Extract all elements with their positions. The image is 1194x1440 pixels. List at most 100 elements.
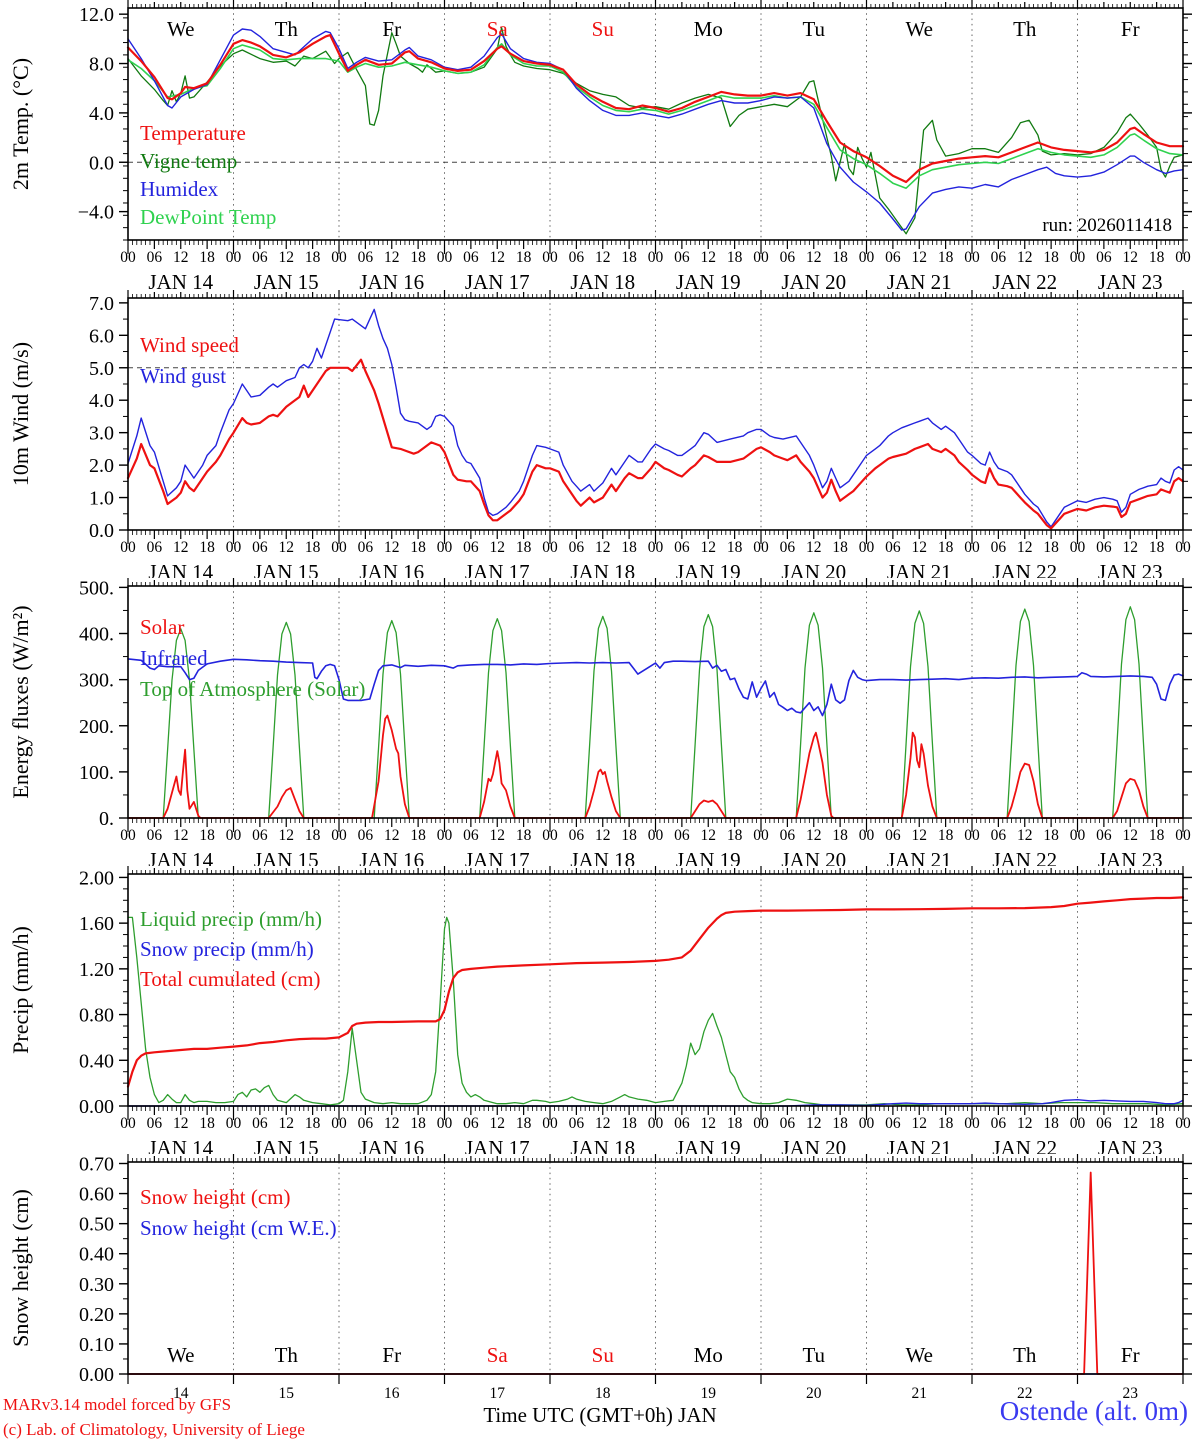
- svg-text:18: 18: [410, 1115, 426, 1132]
- series-wind-speed: [126, 358, 1185, 530]
- svg-text:4.0: 4.0: [89, 103, 114, 125]
- svg-text:12: 12: [701, 249, 717, 266]
- svg-text:00: 00: [964, 249, 980, 266]
- svg-text:19: 19: [701, 1385, 717, 1402]
- svg-text:Mo: Mo: [694, 17, 723, 41]
- svg-text:22: 22: [1017, 1385, 1033, 1402]
- svg-text:06: 06: [147, 1115, 163, 1132]
- svg-text:JAN 14: JAN 14: [148, 560, 213, 578]
- svg-text:00: 00: [331, 827, 347, 844]
- svg-text:14: 14: [173, 1385, 189, 1402]
- svg-text:4.0: 4.0: [89, 390, 114, 412]
- svg-text:00: 00: [1070, 249, 1086, 266]
- lab-credit-line: (c) Lab. of Climatology, University of L…: [3, 1420, 305, 1439]
- svg-text:12: 12: [701, 539, 717, 556]
- series-solar: [127, 714, 1184, 819]
- svg-text:06: 06: [885, 249, 901, 266]
- svg-text:16: 16: [384, 1385, 400, 1402]
- svg-text:00: 00: [1175, 827, 1191, 844]
- svg-text:Tu: Tu: [802, 17, 825, 41]
- svg-text:06: 06: [463, 539, 479, 556]
- svg-text:We: We: [167, 1343, 194, 1367]
- svg-text:JAN 16: JAN 16: [359, 848, 424, 866]
- svg-text:00: 00: [753, 1115, 769, 1132]
- svg-text:00: 00: [964, 539, 980, 556]
- svg-text:JAN 17: JAN 17: [465, 270, 530, 290]
- svg-text:0.80: 0.80: [79, 1005, 114, 1027]
- svg-text:18: 18: [1043, 827, 1059, 844]
- svg-text:18: 18: [727, 249, 743, 266]
- svg-text:JAN 19: JAN 19: [676, 848, 741, 866]
- svg-text:18: 18: [410, 249, 426, 266]
- svg-text:Sa: Sa: [487, 17, 509, 41]
- legend-temperature-0: Temperature: [140, 121, 246, 145]
- svg-text:06: 06: [674, 827, 690, 844]
- series-infrared: [127, 658, 1184, 717]
- svg-text:12: 12: [912, 539, 928, 556]
- svg-text:1.20: 1.20: [79, 959, 114, 981]
- time-axis-label: Time UTC (GMT+0h) JAN: [483, 1403, 717, 1427]
- svg-text:06: 06: [252, 249, 268, 266]
- svg-text:00: 00: [1070, 827, 1086, 844]
- series-snow-precip: [127, 1099, 1184, 1107]
- axis-title-wind: 10m Wind (m/s): [8, 342, 33, 486]
- legend-wind-0: Wind speed: [140, 333, 239, 357]
- svg-text:Th: Th: [1013, 17, 1037, 41]
- svg-text:JAN 16: JAN 16: [359, 560, 424, 578]
- svg-text:12: 12: [1017, 1115, 1033, 1132]
- svg-text:12: 12: [1017, 249, 1033, 266]
- svg-text:18: 18: [305, 539, 321, 556]
- svg-text:18: 18: [621, 827, 637, 844]
- svg-text:JAN 21: JAN 21: [887, 560, 952, 578]
- svg-text:0.0: 0.0: [89, 152, 114, 174]
- svg-text:300.: 300.: [79, 670, 114, 692]
- svg-text:06: 06: [780, 539, 796, 556]
- axis-title-temperature: 2m Temp. (°C): [8, 58, 33, 190]
- legend-wind-1: Wind gust: [140, 364, 226, 388]
- svg-text:JAN 20: JAN 20: [781, 560, 846, 578]
- svg-text:00: 00: [859, 249, 875, 266]
- svg-text:Fr: Fr: [1121, 1343, 1140, 1367]
- legend-temperature-3: DewPoint Temp: [140, 205, 276, 229]
- legend-temperature-1: Vigne temp: [140, 149, 237, 173]
- svg-text:Fr: Fr: [1121, 17, 1140, 41]
- svg-text:JAN 19: JAN 19: [676, 270, 741, 290]
- legend-energy-0: Solar: [140, 615, 184, 639]
- svg-text:0.30: 0.30: [79, 1274, 114, 1296]
- svg-text:18: 18: [1149, 827, 1165, 844]
- svg-text:Su: Su: [592, 17, 615, 41]
- svg-text:12: 12: [173, 539, 189, 556]
- svg-text:18: 18: [305, 827, 321, 844]
- svg-text:18: 18: [727, 539, 743, 556]
- svg-text:06: 06: [674, 539, 690, 556]
- svg-text:12: 12: [490, 539, 506, 556]
- svg-text:0.40: 0.40: [79, 1050, 114, 1072]
- svg-text:18: 18: [727, 1115, 743, 1132]
- legend-precip-0: Liquid precip (mm/h): [140, 907, 322, 931]
- svg-text:0.00: 0.00: [79, 1096, 114, 1118]
- svg-text:JAN 18: JAN 18: [570, 848, 635, 866]
- svg-text:00: 00: [120, 1115, 136, 1132]
- svg-text:18: 18: [621, 539, 637, 556]
- svg-text:0.00: 0.00: [79, 1364, 114, 1386]
- svg-text:−4.0: −4.0: [78, 202, 114, 224]
- svg-text:18: 18: [938, 539, 954, 556]
- svg-text:00: 00: [226, 827, 242, 844]
- svg-text:06: 06: [1096, 249, 1112, 266]
- svg-text:JAN 15: JAN 15: [254, 1136, 319, 1154]
- svg-text:00: 00: [542, 1115, 558, 1132]
- svg-text:00: 00: [753, 249, 769, 266]
- svg-text:18: 18: [199, 539, 215, 556]
- axis-title-snow: Snow height (cm): [8, 1189, 33, 1347]
- svg-text:06: 06: [463, 1115, 479, 1132]
- svg-text:18: 18: [305, 1115, 321, 1132]
- svg-text:18: 18: [1149, 539, 1165, 556]
- model-credits: MARv3.14 model forced by GFS (c) Lab. of…: [3, 1392, 305, 1440]
- svg-text:Mo: Mo: [694, 1343, 723, 1367]
- svg-text:00: 00: [1070, 539, 1086, 556]
- svg-text:JAN 18: JAN 18: [570, 1136, 635, 1154]
- svg-text:12: 12: [595, 827, 611, 844]
- svg-text:06: 06: [463, 249, 479, 266]
- svg-text:00: 00: [120, 249, 136, 266]
- svg-text:00: 00: [1175, 1115, 1191, 1132]
